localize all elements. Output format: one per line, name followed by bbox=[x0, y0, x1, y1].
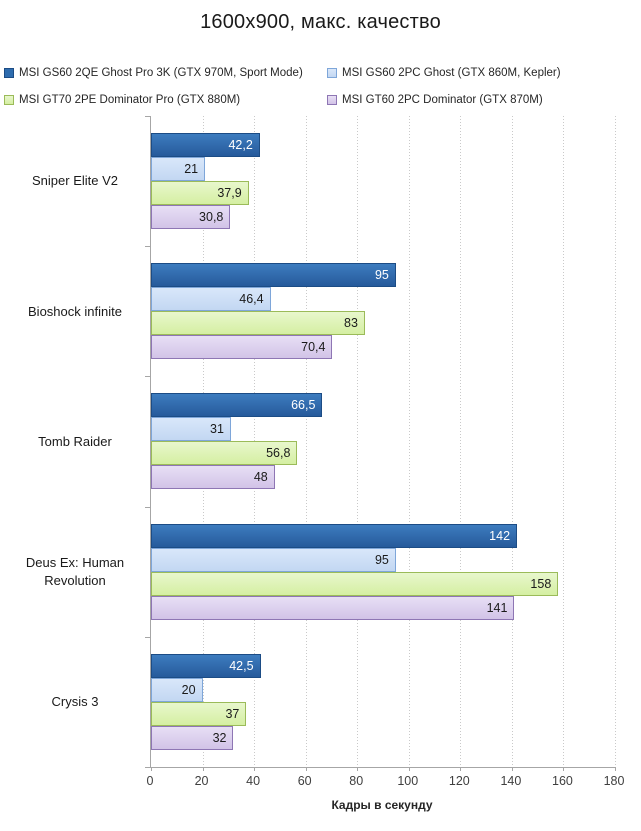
legend-item-gs60-2pc: MSI GS60 2PC Ghost (GTX 860M, Kepler) bbox=[327, 67, 561, 79]
plot-area: 42,2 21 37,9 30,8 95 46,4 83 70,4 66,5 31 56,8 48 14… bbox=[145, 116, 616, 771]
bar-group: 66,5 31 56,8 48 bbox=[151, 376, 615, 506]
bar-value-label: 95 bbox=[374, 268, 389, 283]
category-label: Deus Ex: Human Revolution bbox=[25, 555, 125, 588]
bar-value-label: 31 bbox=[210, 422, 224, 437]
bar-value-label: 42,5 bbox=[229, 658, 254, 673]
bar-value-label: 56,8 bbox=[266, 446, 291, 461]
gridline bbox=[511, 116, 513, 767]
x-axis-tick-mark bbox=[511, 767, 513, 771]
bar: 37,9 bbox=[151, 181, 249, 206]
category-axis-tick-mark bbox=[145, 376, 151, 378]
bar: 66,5 bbox=[151, 393, 323, 418]
bar-value-label: 21 bbox=[184, 162, 199, 177]
x-axis-tick-mark bbox=[254, 767, 256, 771]
x-axis-tick-label: 140 bbox=[500, 774, 522, 788]
bar-group: 42,5 20 37 32 bbox=[151, 637, 615, 767]
gridline bbox=[460, 116, 462, 767]
bar-value-label: 32 bbox=[212, 730, 227, 745]
bar: 158 bbox=[151, 571, 559, 596]
bar-value-label: 142 bbox=[489, 528, 511, 543]
gridline bbox=[408, 116, 410, 767]
bar: 56,8 bbox=[151, 441, 298, 466]
bar-value-label: 48 bbox=[253, 470, 268, 485]
x-axis-tick-label: 60 bbox=[297, 774, 312, 788]
bar: 95 bbox=[151, 263, 396, 288]
legend-label: MSI GS60 2QE Ghost Pro 3K (GTX 970M, Spo… bbox=[19, 67, 303, 79]
bar: 83 bbox=[151, 311, 365, 336]
bar: 70,4 bbox=[151, 335, 333, 360]
x-axis-tick-label: 180 bbox=[603, 774, 625, 788]
x-axis-tick-label: 120 bbox=[448, 774, 470, 788]
category-axis-tick-mark bbox=[145, 116, 151, 117]
bar-value-label: 70,4 bbox=[301, 340, 326, 355]
x-axis-tick-label: 160 bbox=[552, 774, 573, 788]
bar-value-label: 46,4 bbox=[239, 292, 264, 307]
x-axis-tick-label: 80 bbox=[349, 774, 364, 788]
bar: 31 bbox=[151, 417, 231, 442]
bar-value-label: 95 bbox=[374, 552, 389, 567]
x-axis-title: Кадры в секунду bbox=[331, 798, 433, 812]
bar-group: 142 95 158 141 bbox=[151, 507, 615, 637]
bar: 42,2 bbox=[151, 133, 260, 158]
x-axis-tick-label: 0 bbox=[146, 774, 154, 788]
bar: 32 bbox=[151, 725, 234, 750]
bar-value-label: 158 bbox=[530, 576, 552, 591]
category-axis-tick-mark bbox=[145, 246, 151, 248]
bar: 141 bbox=[151, 595, 515, 620]
x-axis-tick-mark bbox=[202, 767, 204, 771]
bar: 48 bbox=[151, 465, 275, 490]
legend-item-gt70-2pe: MSI GT70 2PE Dominator Pro (GTX 880M) bbox=[4, 94, 240, 106]
legend-swatch-icon bbox=[4, 68, 14, 78]
legend-swatch-icon bbox=[4, 95, 14, 105]
bar: 30,8 bbox=[151, 205, 231, 230]
bar-value-label: 141 bbox=[486, 600, 508, 615]
bar-value-label: 83 bbox=[344, 316, 358, 331]
x-axis-tick-mark bbox=[615, 767, 616, 771]
bar: 46,4 bbox=[151, 287, 271, 312]
bar-value-label: 37,9 bbox=[217, 186, 242, 201]
bar: 20 bbox=[151, 677, 203, 702]
category-label: Bioshock infinite bbox=[28, 303, 122, 319]
bar-value-label: 37 bbox=[225, 706, 240, 721]
category-axis-tick-mark bbox=[145, 506, 151, 508]
gridline bbox=[563, 116, 565, 767]
bar: 21 bbox=[151, 157, 206, 182]
x-axis-tick-label: 100 bbox=[397, 774, 419, 788]
bar-group: 95 46,4 83 70,4 bbox=[151, 246, 615, 376]
bar: 142 bbox=[151, 523, 518, 548]
category-axis-tick-mark bbox=[145, 636, 151, 638]
x-axis-tick-mark bbox=[305, 767, 307, 771]
x-axis-tick-mark bbox=[357, 767, 359, 771]
legend-label: MSI GT70 2PE Dominator Pro (GTX 880M) bbox=[19, 94, 241, 106]
legend-item-gt60-2pc: MSI GT60 2PC Dominator (GTX 870M) bbox=[327, 94, 543, 106]
x-axis-tick-label: 40 bbox=[246, 774, 261, 788]
legend-swatch-icon bbox=[327, 68, 337, 78]
legend-label: MSI GS60 2PC Ghost (GTX 860M, Kepler) bbox=[342, 67, 561, 79]
bar: 95 bbox=[151, 547, 396, 572]
bar: 42,5 bbox=[151, 653, 261, 678]
category-label: Tomb Raider bbox=[38, 433, 112, 449]
bar: 37 bbox=[151, 701, 247, 726]
legend-swatch-icon bbox=[327, 95, 337, 105]
category-label: Crysis 3 bbox=[51, 694, 99, 710]
category-label: Sniper Elite V2 bbox=[32, 173, 118, 189]
x-axis-tick-mark bbox=[563, 767, 565, 771]
x-axis-tick-mark bbox=[460, 767, 462, 771]
legend-item-gs60-2qe: MSI GS60 2QE Ghost Pro 3K (GTX 970M, Spo… bbox=[4, 67, 303, 79]
bar-value-label: 42,2 bbox=[228, 138, 253, 153]
bar-value-label: 66,5 bbox=[291, 398, 316, 413]
x-axis-tick-label: 20 bbox=[194, 774, 209, 788]
bar-value-label: 30,8 bbox=[199, 210, 224, 225]
bar-group: 42,2 21 37,9 30,8 bbox=[151, 116, 615, 246]
x-axis-tick-mark bbox=[151, 767, 152, 771]
gridline bbox=[615, 116, 616, 767]
category-axis-tick-mark bbox=[145, 767, 151, 768]
legend-label: MSI GT60 2PC Dominator (GTX 870M) bbox=[342, 94, 543, 106]
bar-value-label: 20 bbox=[181, 682, 196, 697]
gridline bbox=[357, 116, 359, 767]
x-axis-tick-mark bbox=[408, 767, 410, 771]
gridline bbox=[305, 116, 307, 767]
chart-title: 1600x900, макс. качество bbox=[200, 11, 441, 33]
